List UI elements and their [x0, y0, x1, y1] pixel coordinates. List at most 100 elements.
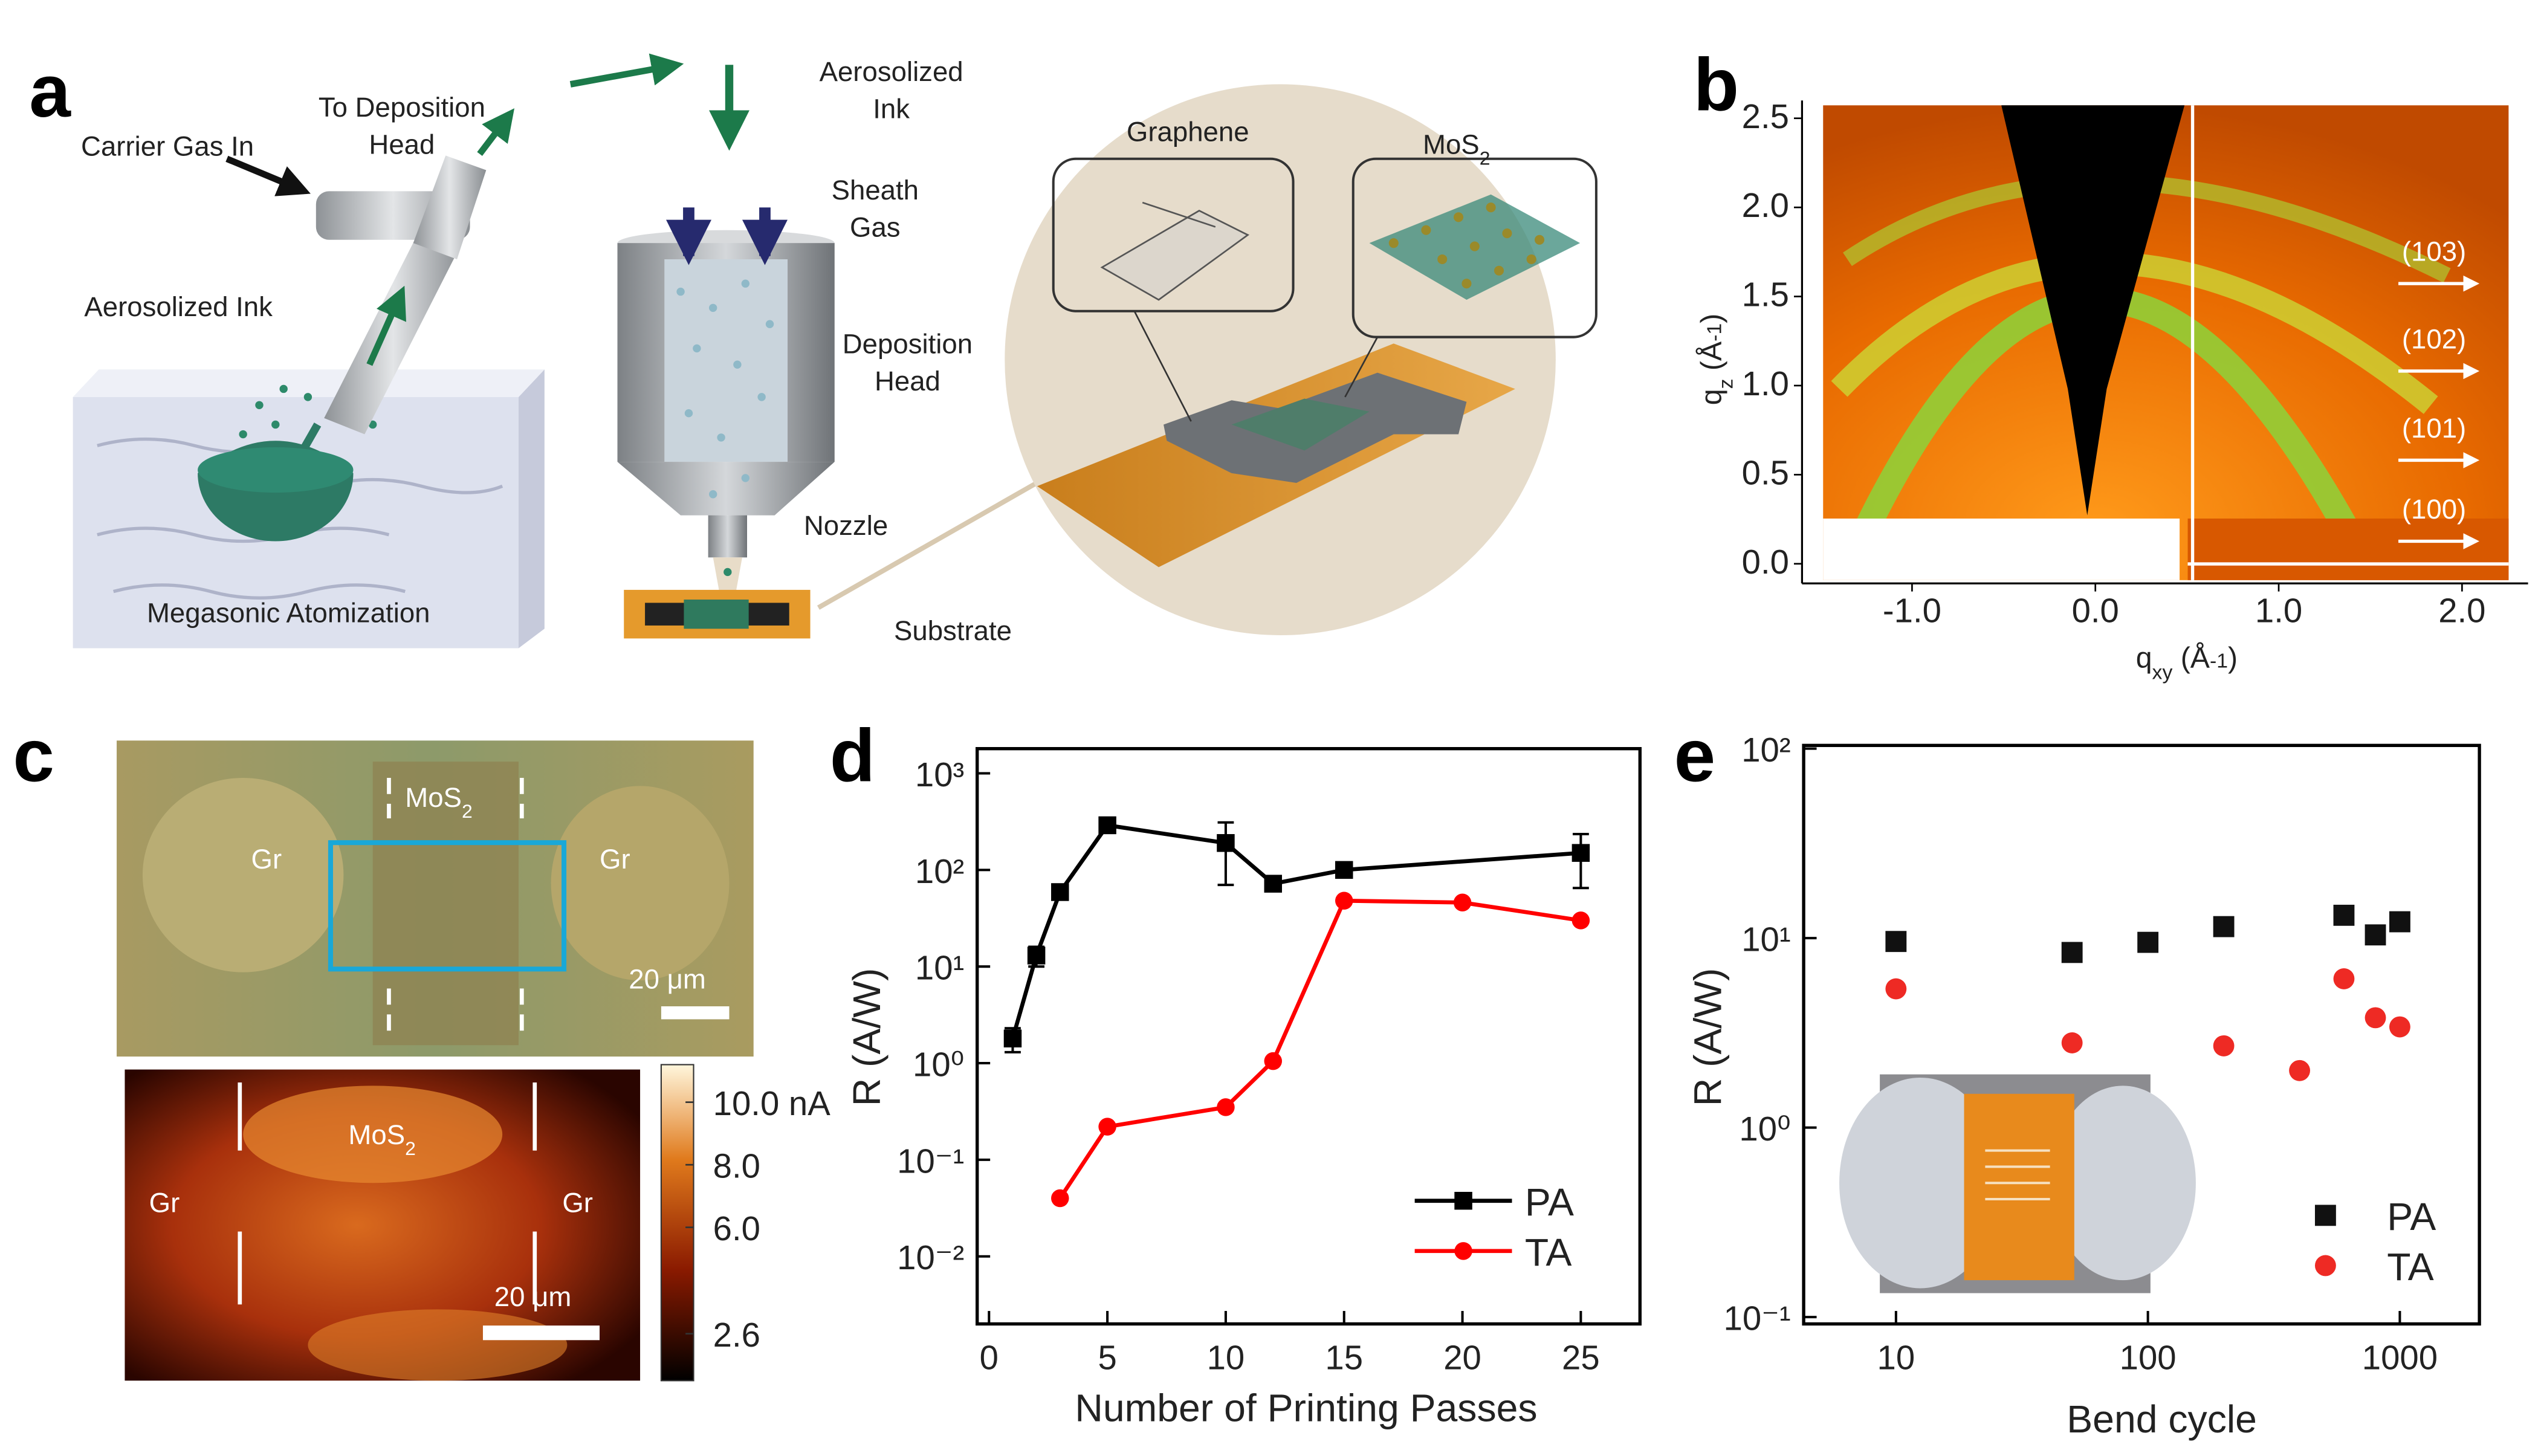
schematic-a-shape	[1231, 398, 1370, 451]
schematic-a-shape-shape	[708, 490, 717, 499]
annotation: (101)	[2402, 413, 2466, 444]
x-axis-label: Bend cycle	[2067, 1397, 2257, 1441]
label: Deposition	[843, 328, 973, 359]
legend-marker	[1454, 1242, 1472, 1260]
data-point	[1027, 946, 1046, 965]
legend-label: TA	[2387, 1245, 2434, 1289]
data-point	[2333, 968, 2355, 989]
schematic-a-shape-shape	[1526, 254, 1536, 265]
y-tick-label: 10⁰	[1739, 1110, 1790, 1148]
image-c-shape	[142, 777, 344, 972]
schematic-a-shape-shape	[303, 393, 312, 401]
label-part: MoS	[1423, 129, 1480, 160]
label: 20 μm	[494, 1281, 572, 1312]
data-point	[1098, 1118, 1116, 1136]
y-axis-label-part: -1	[1703, 323, 1726, 341]
x-tick-label: 100	[2120, 1339, 2177, 1377]
y-tick-label: 10⁻²	[897, 1238, 964, 1276]
schematic-a-shape-shape	[1388, 238, 1399, 248]
schematic-a-shape	[1005, 84, 1556, 636]
data-point	[2137, 931, 2159, 953]
label: MoS2	[1423, 129, 1490, 169]
schematic-a-shape-shape	[757, 393, 766, 401]
schematic-a-shape-shape	[1437, 254, 1448, 265]
schematic-a-shape	[569, 53, 684, 88]
colorbar-label: 8.0	[713, 1147, 760, 1185]
label: Graphene	[1127, 116, 1249, 147]
error-bar	[1217, 821, 1234, 887]
label: MoS2	[405, 782, 472, 822]
schematic-a-shape	[73, 369, 545, 397]
panel-label: d	[830, 714, 875, 797]
schematic-a-shape	[477, 108, 515, 156]
data-point	[1453, 893, 1472, 911]
data-point	[2061, 942, 2083, 963]
y-axis-label-part: )	[1695, 314, 1727, 323]
schematic-a-shape-shape	[1502, 228, 1512, 239]
data-point	[1885, 931, 1907, 953]
schematic-a-shape-shape	[708, 303, 717, 312]
y-tick-label: 10¹	[1741, 921, 1790, 959]
panel-label: c	[13, 714, 54, 797]
y-tick-label: 0.5	[1742, 453, 1789, 491]
schematic-a-shape	[97, 437, 503, 600]
schematic-a-shape-shape	[693, 344, 701, 353]
label: Carrier Gas In	[81, 131, 254, 161]
y-tick-label: 0.0	[1742, 543, 1789, 581]
image-b-shape	[1823, 518, 2180, 580]
data-point	[2389, 1016, 2410, 1038]
schematic-a-shape-shape	[271, 420, 280, 429]
x-axis-label-part: (Å	[2172, 642, 2210, 675]
y-tick-label: 2.0	[1742, 186, 1789, 224]
panel-label: b	[1694, 43, 1739, 126]
schematic-a-shape	[708, 515, 747, 558]
data-line	[1058, 898, 1581, 1200]
schematic-a-shape	[676, 279, 774, 499]
schematic-a-shape-shape	[741, 474, 750, 482]
schematic-a-shape	[225, 155, 311, 196]
data-point	[1051, 883, 1069, 901]
schematic-a-shape-shape	[765, 320, 774, 328]
x-tick-label: 1000	[2362, 1339, 2438, 1377]
schematic-a-shape-shape	[717, 433, 725, 442]
x-axis-label-part: )	[2228, 642, 2238, 675]
schematic-a-shape	[324, 227, 462, 435]
label: Head	[875, 366, 940, 396]
x-tick-label: 5	[1098, 1339, 1116, 1377]
data-point	[1572, 844, 1590, 862]
data-point	[2365, 1007, 2386, 1029]
schematic-a-shape-shape	[684, 409, 693, 418]
schematic-a-shape-shape	[239, 430, 247, 439]
label: Gas	[850, 212, 901, 242]
label: Nozzle	[804, 510, 888, 541]
data-point	[2333, 904, 2355, 926]
schematic-a-shape	[198, 447, 354, 493]
label: 20 μm	[629, 963, 706, 994]
image-c-shape	[238, 1082, 537, 1305]
image-c-shape	[387, 777, 524, 1032]
label: Sheath	[832, 175, 919, 205]
y-tick-label: 10⁰	[913, 1045, 964, 1083]
schematic-a-shape-shape	[368, 420, 377, 429]
data-point	[1217, 834, 1235, 852]
label: To Deposition	[319, 92, 485, 123]
y-axis-label: qz (Å-1)	[1695, 314, 1737, 406]
data-line	[1011, 823, 1581, 1040]
data-point	[2365, 924, 2386, 946]
inset-photo-e-shape	[1964, 1093, 2074, 1281]
schematic-a-shape-shape	[1469, 241, 1480, 251]
panel-label: e	[1674, 714, 1716, 797]
label-part: 2	[405, 1137, 416, 1159]
x-tick-label: -1.0	[1883, 592, 1941, 630]
x-tick-label: 0.0	[2072, 592, 2119, 630]
schematic-a-shape-shape	[741, 279, 750, 288]
schematic-a-shape	[1388, 202, 1545, 289]
y-tick-label: 10²	[915, 852, 964, 890]
y-tick-label: 10¹	[915, 949, 964, 987]
data-point	[1335, 891, 1353, 910]
label: Head	[369, 129, 435, 160]
label: MoS2	[348, 1119, 415, 1159]
y-tick-label: 1.0	[1742, 364, 1789, 403]
data-point	[1885, 978, 1907, 1000]
